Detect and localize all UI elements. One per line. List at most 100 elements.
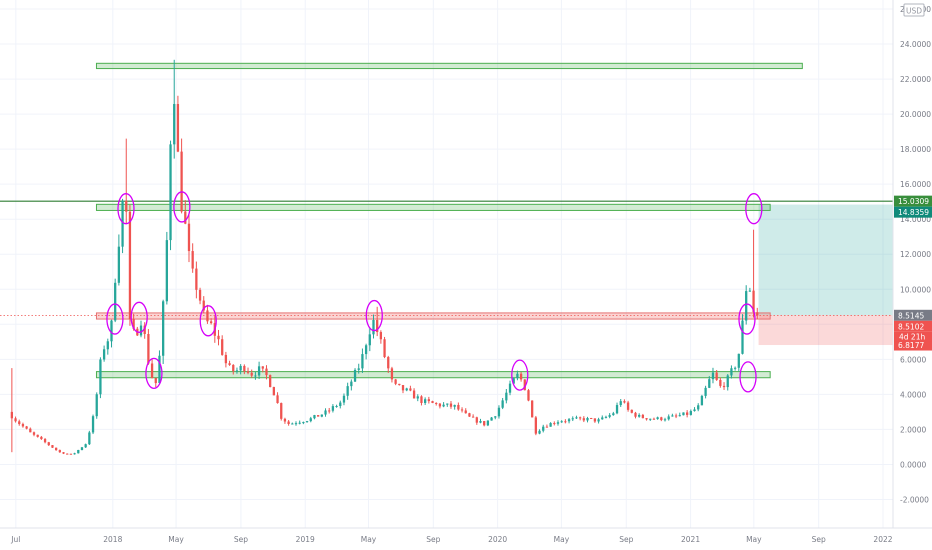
candle-body: [117, 246, 121, 283]
candle-body: [619, 401, 622, 406]
candle-body: [125, 200, 128, 212]
candle-body: [162, 301, 165, 356]
price-axis[interactable]: 24.0000 22.0000 20.0000 18.0000 16.0000 14.00…: [892, 0, 931, 528]
candle-body: [556, 422, 560, 424]
candle-body: [453, 404, 456, 407]
candle-body: [239, 365, 242, 371]
candle-body: [320, 414, 323, 417]
candle-body: [590, 418, 593, 420]
candle-body: [232, 364, 235, 372]
price-label-6-8177-text: 6.8177: [898, 341, 924, 350]
candle-body: [102, 349, 106, 360]
candle-body: [368, 334, 371, 346]
zone-support[interactable]: [95, 371, 771, 379]
candle-body: [398, 383, 401, 386]
candle-body: [394, 379, 397, 384]
x-tick-label: 2019: [296, 535, 315, 544]
candle-body: [257, 366, 261, 376]
candle-body: [54, 447, 58, 451]
marked-point-ellipse: [511, 359, 529, 391]
position-tool[interactable]: [758, 204, 893, 346]
candle-body: [553, 423, 556, 425]
candle-body: [501, 400, 504, 408]
candle-body: [246, 371, 250, 373]
candle-body: [66, 453, 69, 455]
x-tick-label: May: [361, 535, 377, 544]
candle-body: [567, 419, 571, 422]
candle-body: [438, 403, 442, 407]
candle-body: [435, 402, 438, 404]
y-tick-label: 18.0000: [900, 145, 931, 154]
y-tick-label: 6.0000: [900, 355, 926, 364]
candle-body: [678, 415, 681, 417]
candle-body: [715, 372, 718, 380]
candle-body: [571, 418, 574, 420]
candle-body: [711, 372, 715, 380]
countdown-box: [894, 331, 932, 342]
price-label-8-5102-text: 8.5102: [898, 322, 924, 331]
candle-body: [235, 370, 239, 372]
candle-body: [383, 339, 386, 358]
candle-body: [250, 372, 253, 376]
candle-body: [697, 405, 700, 410]
candle-body: [184, 211, 187, 224]
price-label-8-5145-text: 8.5145: [898, 311, 924, 320]
y-tick-label: 16.0000: [900, 180, 931, 189]
candle-body: [357, 368, 360, 370]
candle-body: [165, 240, 168, 302]
x-tick-label: Sep: [619, 535, 633, 544]
candle-body: [10, 411, 14, 419]
candle-body: [427, 399, 430, 402]
candle-body: [719, 379, 722, 386]
candle-body: [615, 405, 619, 414]
candle-body: [77, 449, 80, 454]
candle-body: [313, 415, 316, 419]
candle-body: [497, 407, 501, 417]
candle-body: [158, 355, 161, 384]
candle-body: [649, 418, 652, 420]
candle-body: [69, 453, 73, 455]
candle-body: [73, 453, 76, 455]
candle-body: [254, 375, 257, 377]
candle-body: [667, 416, 670, 420]
support-resistance-zones[interactable]: [95, 62, 803, 379]
candle-body: [686, 412, 689, 415]
zone-top[interactable]: [95, 62, 803, 70]
candle-body: [534, 417, 537, 434]
time-axis[interactable]: Jul 2018 May Sep 2019 May Sep 2020 May Sep 2021 May…: [0, 527, 932, 544]
candle-body: [139, 325, 143, 336]
candle-body: [80, 447, 84, 450]
candle-body: [578, 417, 582, 419]
candle-body: [25, 426, 28, 429]
price-label-8-5145: [894, 309, 932, 321]
candle-body: [401, 385, 405, 391]
candle-body: [508, 383, 512, 393]
horizontal-lines[interactable]: [0, 200, 893, 316]
candle-body: [147, 334, 150, 364]
zone-resistance[interactable]: [95, 203, 771, 211]
candle-body: [217, 335, 220, 340]
position-stop-zone[interactable]: [758, 315, 893, 346]
candle-body: [390, 368, 394, 380]
candle-body: [626, 402, 630, 410]
x-tick-label: Jul: [10, 535, 20, 544]
y-tick-label: 0.0000: [900, 460, 926, 469]
candle-body: [58, 450, 61, 453]
candle-body: [652, 418, 656, 420]
candle-body: [47, 442, 50, 446]
candle-body: [722, 385, 726, 388]
candle-body: [143, 325, 146, 335]
price-label-15-0309: [894, 195, 932, 207]
candle-body: [634, 412, 637, 417]
candle-body: [693, 409, 696, 412]
zone-mid[interactable]: [95, 312, 771, 320]
candle-body: [549, 423, 552, 427]
candle-body: [40, 436, 43, 440]
position-target-zone[interactable]: [758, 204, 893, 316]
candle-body: [228, 363, 231, 365]
price-label-8-5102: [894, 320, 932, 332]
candle-body: [350, 381, 353, 387]
candle-body: [29, 428, 32, 433]
